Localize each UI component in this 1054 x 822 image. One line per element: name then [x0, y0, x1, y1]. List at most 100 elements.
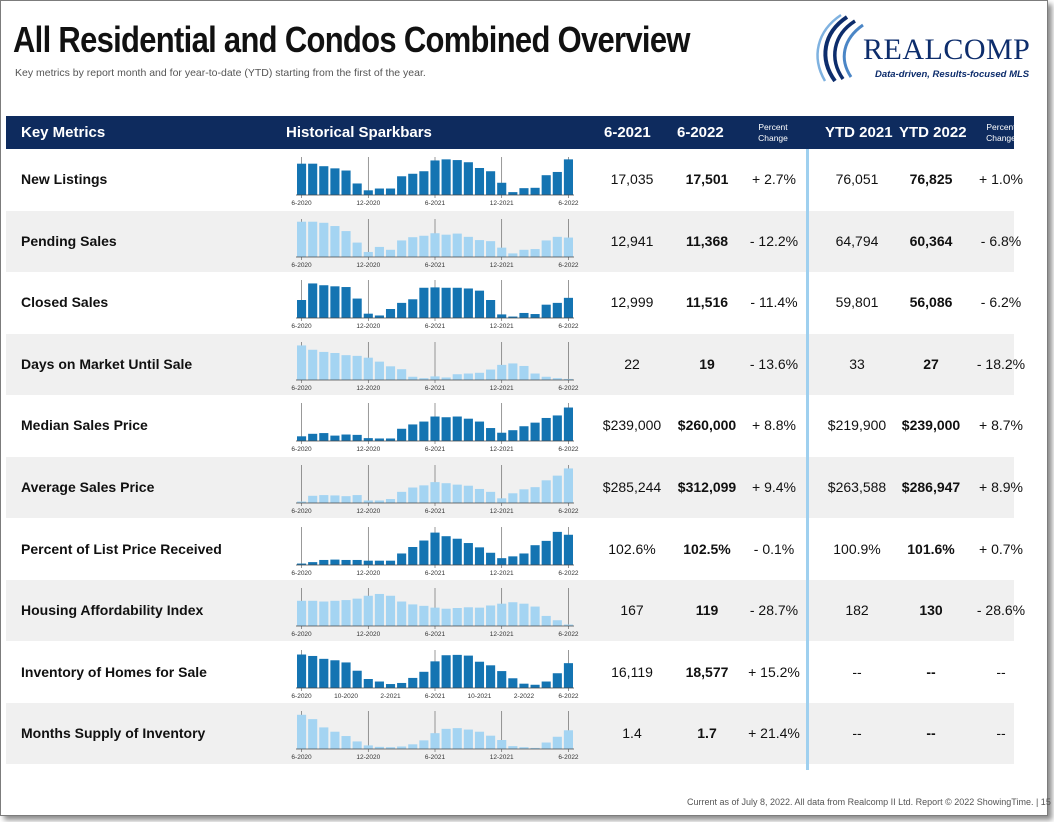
- sparkbar-chart: 6-2020 12-2020 6-2021 12-2021 6-2022: [291, 588, 579, 638]
- table-row: Percent of List Price Received 102.6% 102.…: [6, 519, 1023, 580]
- sparkbar-axis-label: 12-2021: [490, 200, 514, 207]
- sparkbar-bar: [297, 563, 307, 565]
- sparkbar-bar: [541, 742, 551, 750]
- sparkbar-bar: [330, 559, 340, 565]
- sparkbar-bar: [385, 560, 396, 565]
- sparkbar-axis-label: 12-2021: [490, 754, 514, 761]
- realcomp-swoosh-icon: [816, 13, 864, 83]
- sparkbar-chart: 6-2020 12-2020 6-2021 12-2021 6-2022: [291, 465, 579, 515]
- sparkbar-bar: [341, 662, 351, 688]
- sparkbar-bar: [563, 730, 573, 750]
- sparkbar-bar: [463, 419, 473, 442]
- sparkbar-bar: [530, 373, 540, 380]
- sparkbar-bar: [297, 654, 307, 688]
- sparkbar-bar: [363, 678, 373, 688]
- sparkbar-axis-label: 12-2020: [356, 200, 380, 207]
- value-6-2022: 18,577: [685, 663, 729, 680]
- sparkbar-bar: [363, 357, 373, 380]
- sparkbar-bar: [297, 221, 307, 257]
- sparkbar-bar: [352, 435, 362, 442]
- sparkbar-bar: [552, 673, 562, 688]
- sparkbar-bar: [486, 491, 496, 503]
- sparkbar-bar: [452, 538, 462, 565]
- value-ytd-2022: $239,000: [901, 417, 961, 434]
- sparkbar-bar: [441, 287, 451, 319]
- ytd-divider: [806, 149, 809, 770]
- value-ytd-2022: $286,947: [901, 479, 961, 495]
- sparkbar-axis-label: 10-2021: [468, 693, 492, 700]
- sparkbar-bar: [430, 416, 440, 442]
- sparkbar-bar: [352, 598, 362, 627]
- sparkbar-bar: [519, 249, 529, 257]
- sparkbar-bar: [330, 168, 340, 195]
- sparkbar-bar: [508, 678, 518, 688]
- table-row: Median Sales Price $239,000 $260,000 + 8.8%…: [6, 395, 1023, 456]
- sparkbar-bar: [408, 424, 418, 442]
- sparkbar-bar: [552, 737, 562, 750]
- sparkbar-axis-label: 6-2021: [425, 631, 446, 638]
- sparkbar-axis-label: 6-2022: [558, 570, 579, 577]
- table-row: Closed Sales 12,999 11,516 - 11.4% 59,801 56,…: [6, 272, 1021, 333]
- sparkbar-bar: [397, 240, 407, 257]
- sparkbar-bar: [452, 287, 462, 319]
- sparkbar-bar: [519, 188, 529, 195]
- metric-label: Median Sales Price: [21, 417, 148, 434]
- sparkbar-bar: [486, 736, 496, 750]
- sparkbar-bar: [541, 480, 551, 503]
- sparkbar-bar: [419, 606, 429, 627]
- sparkbar-bar: [463, 607, 473, 627]
- value-ytd-percent-change: + 0.7%: [979, 540, 1023, 557]
- sparkbar-bar: [441, 483, 451, 503]
- sparkbar-bar: [563, 662, 573, 688]
- sparkbar-bar: [530, 314, 540, 319]
- sparkbar-bar: [497, 740, 507, 750]
- metric-label: Closed Sales: [21, 294, 109, 311]
- value-ytd-percent-change: - 6.8%: [980, 232, 1022, 249]
- sparkbar-axis-label: 6-2020: [291, 754, 312, 761]
- sparkbar-bar: [430, 287, 440, 319]
- sparkbar-bar: [508, 430, 518, 442]
- sparkbar-bar: [297, 600, 307, 627]
- table-row: Housing Affordability Index 167 119 - 28.7%…: [6, 580, 1025, 642]
- sparkbar-bar: [441, 729, 451, 750]
- value-6-2021: $285,244: [602, 479, 662, 495]
- table-row: Months Supply of Inventory 1.4 1.7 + 21.4% -…: [6, 703, 1014, 765]
- sparkbar-bar: [341, 230, 351, 257]
- sparkbar-bar: [497, 498, 507, 503]
- sparkbar-bar: [441, 608, 451, 627]
- sparkbar-bar: [374, 315, 384, 319]
- sparkbar-bar: [308, 495, 318, 503]
- value-6-2021: 22: [624, 355, 640, 372]
- logo-tagline: Data-driven, Results-focused MLS: [875, 69, 1030, 80]
- sparkbar-bar: [530, 487, 540, 503]
- sparkbar-axis-label: 6-2022: [558, 446, 579, 453]
- sparkbar-bar: [408, 546, 418, 565]
- value-ytd-2021: $263,588: [827, 479, 887, 495]
- sparkbar-bar: [341, 287, 351, 319]
- sparkbar-bar: [363, 500, 373, 503]
- sparkbar-bar: [408, 487, 418, 503]
- sparkbar-bar: [430, 607, 440, 627]
- sparkbar-bar: [441, 535, 451, 565]
- sparkbar-bar: [552, 620, 562, 627]
- sparkbar-bar: [330, 435, 340, 442]
- sparkbar-bar: [519, 683, 529, 688]
- sparkbar-bar: [419, 377, 429, 380]
- sparkbar-bar: [486, 300, 496, 319]
- sparkbar-bar: [563, 378, 573, 380]
- sparkbar-bar: [486, 428, 496, 442]
- sparkbar-bar: [486, 665, 496, 688]
- value-ytd-2022: 27: [923, 355, 939, 372]
- sparkbar-bar: [419, 421, 429, 442]
- sparkbar-axis-label: 6-2021: [425, 508, 446, 515]
- sparkbar-bar: [474, 607, 485, 627]
- sparkbar-bar: [419, 287, 429, 319]
- sparkbar-bar: [330, 225, 340, 257]
- value-percent-change: + 9.4%: [752, 479, 796, 495]
- sparkbar-bar: [330, 660, 340, 688]
- sparkbar-bar: [297, 501, 307, 503]
- sparkbar-bar: [385, 595, 396, 627]
- sparkbar-axis-label: 12-2020: [356, 570, 380, 577]
- value-ytd-2021: 182: [845, 602, 869, 619]
- sparkbar-bar: [441, 417, 451, 442]
